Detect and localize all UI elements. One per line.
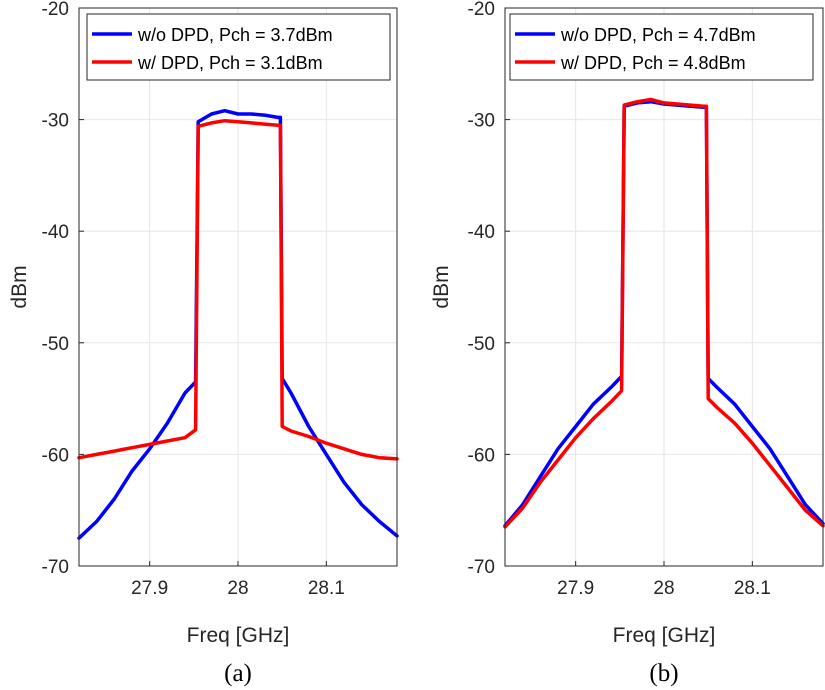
- grid-lines: [79, 8, 397, 566]
- x-tick-label: 27.9: [557, 578, 594, 599]
- x-tick-label: 27.9: [131, 578, 168, 599]
- panel-a: -70 -60 -50 -40 -30 -20 27.9 28 28.1 Freq [GHz]…: [8, 0, 399, 687]
- x-tick-label: 28: [227, 578, 248, 599]
- x-tick-label: 28.1: [308, 578, 345, 599]
- legend-label-series-2: w/ DPD, Pch = 4.8dBm: [560, 53, 746, 73]
- legend-box: [509, 13, 814, 81]
- series-line-2: [77, 118, 399, 461]
- y-tick-label: -30: [42, 111, 69, 132]
- y-tick-label: -30: [468, 111, 495, 132]
- legend-label-series-1: w/o DPD, Pch = 4.7dBm: [560, 25, 756, 45]
- y-tick-label: -50: [42, 334, 69, 355]
- series-layer: [503, 97, 825, 529]
- y-tick-label: -60: [468, 445, 495, 466]
- y-tick-labels: -70 -60 -50 -40 -30 -20: [468, 0, 510, 578]
- y-axis-label: dBm: [8, 265, 31, 308]
- y-tick-label: -20: [42, 0, 69, 20]
- x-axis-label: Freq [GHz]: [187, 624, 290, 647]
- x-tick-label: 28: [653, 578, 674, 599]
- legend: w/o DPD, Pch = 3.7dBm w/ DPD, Pch = 3.1d…: [86, 13, 391, 81]
- y-tick-label: -70: [42, 557, 69, 578]
- y-tick-label: -50: [468, 334, 495, 355]
- x-tick-label: 28.1: [734, 578, 771, 599]
- x-tick-labels: 27.9 28 28.1: [557, 561, 771, 599]
- y-axis-label: dBm: [430, 265, 453, 308]
- x-axis-label: Freq [GHz]: [613, 624, 716, 647]
- series-line-1: [77, 108, 399, 540]
- y-tick-labels: -70 -60 -50 -40 -30 -20: [42, 0, 84, 578]
- y-tick-label: -40: [468, 222, 495, 243]
- panel-caption: (a): [224, 660, 252, 687]
- y-tick-label: -20: [468, 0, 495, 20]
- legend-label-series-1: w/o DPD, Pch = 3.7dBm: [137, 25, 333, 45]
- x-tick-labels: 27.9 28 28.1: [131, 561, 345, 599]
- grid-lines: [505, 8, 823, 566]
- legend-label-series-2: w/ DPD, Pch = 3.1dBm: [137, 53, 323, 73]
- legend-box: [86, 13, 391, 81]
- legend: w/o DPD, Pch = 4.7dBm w/ DPD, Pch = 4.8d…: [509, 13, 814, 81]
- y-tick-label: -70: [468, 557, 495, 578]
- y-tick-label: -40: [42, 222, 69, 243]
- panel-caption: (b): [649, 660, 678, 687]
- series-line-2: [503, 97, 825, 529]
- panel-b: -70 -60 -50 -40 -30 -20 27.9 28 28.1 Freq [GHz]…: [430, 0, 825, 687]
- y-tick-label: -60: [42, 445, 69, 466]
- series-layer: [77, 108, 399, 540]
